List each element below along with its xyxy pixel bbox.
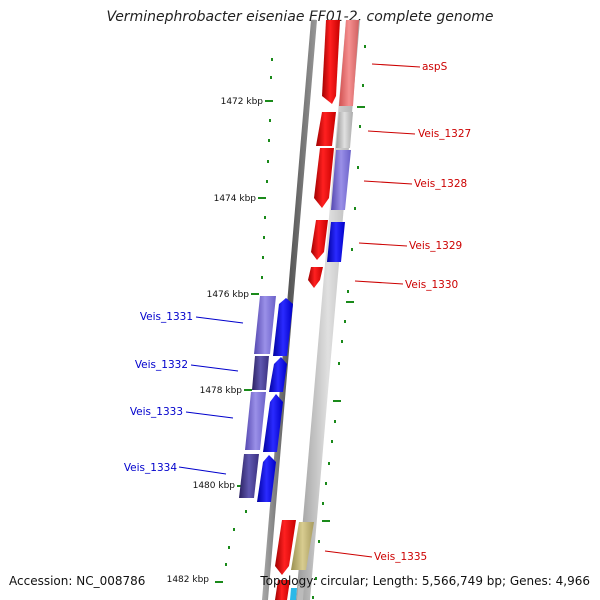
label-leader-line xyxy=(367,130,416,135)
gene-Veis_1328 xyxy=(331,150,351,210)
gene-forward-arrow xyxy=(311,220,328,260)
gene-Veis_1329 xyxy=(327,222,345,262)
tick-marks xyxy=(225,45,366,599)
gene-forward-arrow xyxy=(322,20,340,104)
gene-forward-arrow xyxy=(316,112,336,146)
accession-label: Accession: NC_008786 xyxy=(9,574,146,588)
gene-label-Veis_1335[interactable]: Veis_1335 xyxy=(374,551,427,563)
gene-label-Veis_1329[interactable]: Veis_1329 xyxy=(409,240,462,252)
gene-label-aspS[interactable]: aspS xyxy=(422,61,448,73)
kbp-label: 1472 kbp xyxy=(221,97,264,107)
kbp-label: 1478 kbp xyxy=(200,386,243,396)
gene-Veis_1335 xyxy=(291,522,314,570)
gene-forward-arrow xyxy=(314,148,334,208)
gene-Veis_1332 xyxy=(252,356,269,390)
gene-gray xyxy=(297,586,304,600)
label-leader-line xyxy=(363,180,413,185)
gene-Veis_1327 xyxy=(336,112,353,148)
map-title: Verminephrobacter eiseniae EF01-2, compl… xyxy=(106,9,494,25)
gene-reverse-arrow xyxy=(263,394,283,452)
kbp-label: 1474 kbp xyxy=(214,194,257,204)
gene-label-Veis_1327[interactable]: Veis_1327 xyxy=(418,128,471,140)
gene-label-Veis_1330[interactable]: Veis_1330 xyxy=(405,279,458,291)
gene-label-Veis_1334[interactable]: Veis_1334 xyxy=(124,462,178,474)
kbp-label: 1480 kbp xyxy=(193,481,236,491)
gene-cyan xyxy=(290,588,297,600)
kbp-label: 1476 kbp xyxy=(207,290,250,300)
label-leader-line xyxy=(371,63,421,68)
label-leader-line xyxy=(178,466,227,475)
gene-label-Veis_1333[interactable]: Veis_1333 xyxy=(130,406,183,418)
label-leader-line xyxy=(190,364,239,372)
gene-aspS xyxy=(339,20,359,106)
topology-label: Topology: circular; Length: 5,566,749 bp… xyxy=(260,574,590,588)
gene-Veis_1333 xyxy=(245,392,266,450)
gene-Veis_1334 xyxy=(239,454,259,498)
label-leader-line xyxy=(195,316,244,324)
kbp-label: 1482 kbp xyxy=(167,575,210,585)
label-leader-line xyxy=(354,280,404,285)
gene-reverse-arrow xyxy=(269,357,287,392)
gene-forward-arrow xyxy=(275,520,296,575)
label-leader-line xyxy=(358,242,408,247)
gene-forward-arrow xyxy=(275,580,290,600)
gene-reverse-arrow xyxy=(273,298,293,356)
gene-reverse-arrow xyxy=(257,455,276,502)
label-leader-line xyxy=(324,550,373,558)
label-leader-line xyxy=(185,411,234,419)
gene-Veis_1331 xyxy=(254,296,276,354)
gene-label-Veis_1332[interactable]: Veis_1332 xyxy=(135,359,188,371)
gene-label-Veis_1331[interactable]: Veis_1331 xyxy=(140,311,193,323)
gene-label-Veis_1328[interactable]: Veis_1328 xyxy=(414,178,467,190)
gene-Veis_1330 xyxy=(308,267,323,288)
